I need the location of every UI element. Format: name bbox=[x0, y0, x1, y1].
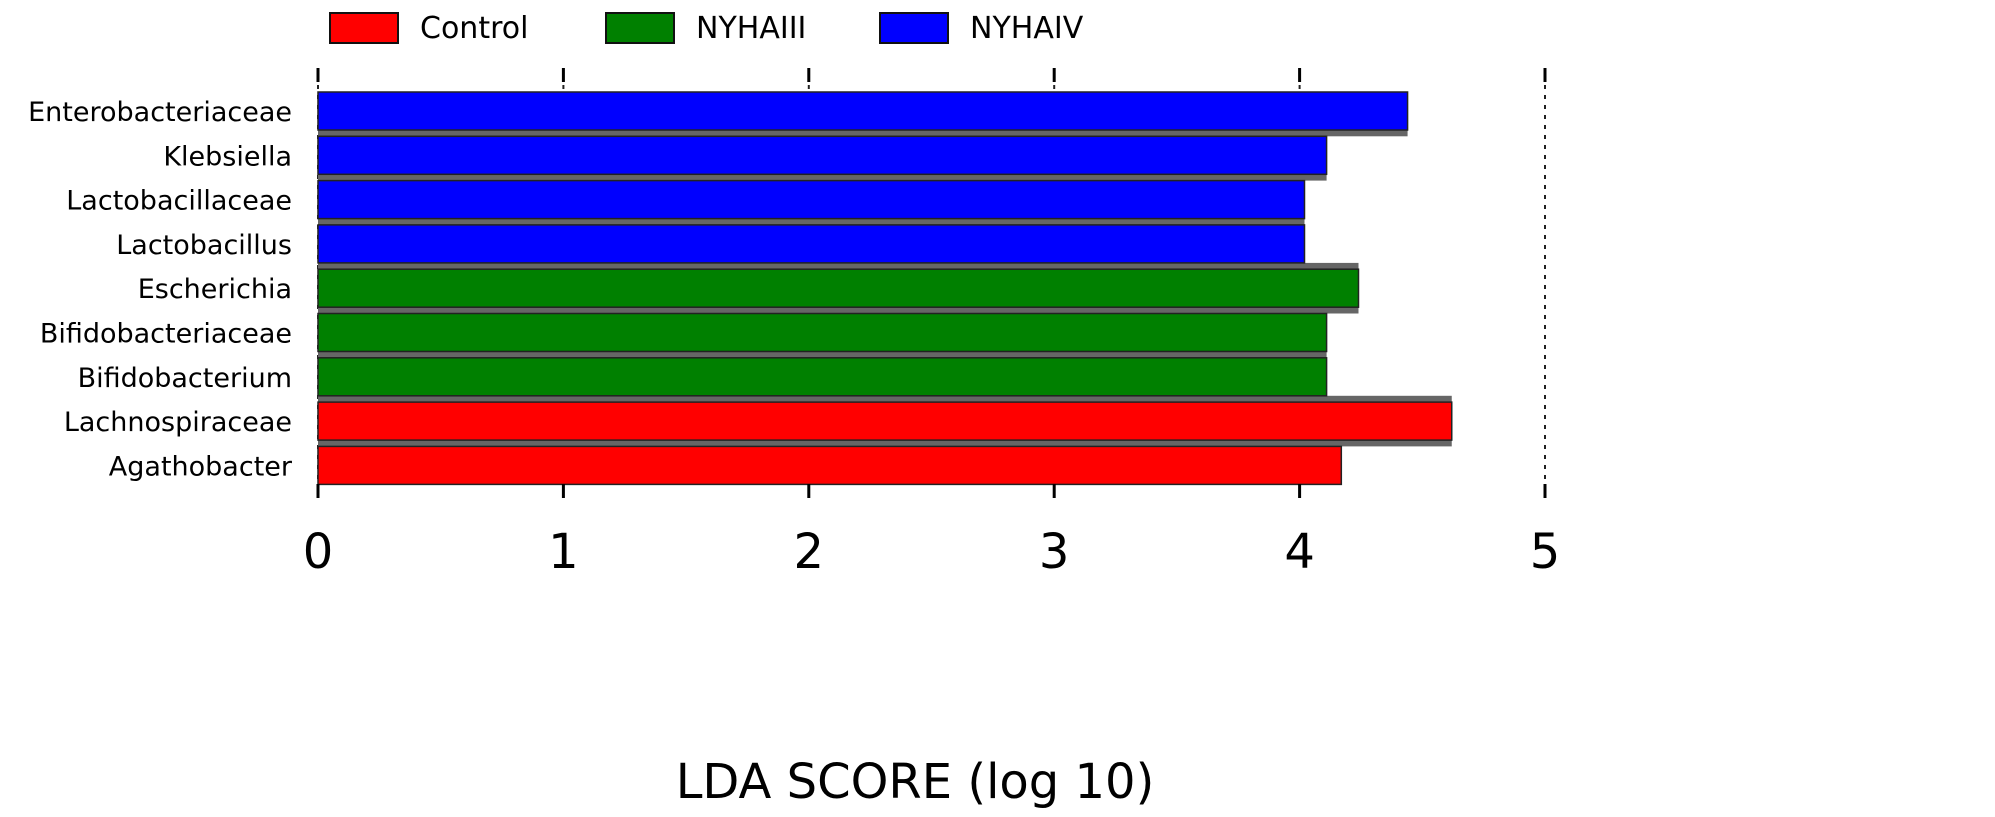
bar-separator bbox=[318, 262, 1359, 270]
bar-separator bbox=[318, 440, 1452, 447]
legend-swatch-nyhaiii bbox=[605, 12, 675, 44]
category-label: Agathobacter bbox=[109, 451, 293, 482]
tick-label-4: 4 bbox=[1284, 524, 1315, 580]
bar-separator bbox=[318, 218, 1305, 225]
legend: Control NYHAIII NYHAIV bbox=[329, 11, 1084, 46]
bar-lachnospiraceae bbox=[317, 401, 1453, 441]
category-label: Enterobacteriaceae bbox=[28, 97, 292, 128]
category-label: Klebsiella bbox=[163, 141, 292, 172]
bar-bifidobacteriaceae bbox=[317, 312, 1328, 353]
legend-label-nyhaiv: NYHAIV bbox=[970, 11, 1084, 46]
tick-label-3: 3 bbox=[1039, 524, 1070, 580]
category-label: Lachnospiraceae bbox=[64, 407, 292, 438]
tick-label-0: 0 bbox=[303, 524, 334, 580]
category-label: Lactobacillus bbox=[116, 230, 292, 261]
legend-label-control: Control bbox=[420, 11, 528, 46]
category-label: Escherichia bbox=[138, 274, 292, 305]
category-label: Bifidobacteriaceae bbox=[40, 319, 292, 350]
category-label: Lactobacillaceae bbox=[66, 186, 292, 217]
category-label: Bifidobacterium bbox=[78, 363, 292, 394]
legend-swatch-nyhaiv bbox=[879, 12, 949, 44]
bar-separator bbox=[318, 351, 1327, 358]
bar-lactobacillaceae bbox=[317, 179, 1306, 220]
bar-escherichia bbox=[317, 268, 1360, 308]
bar-klebsiella bbox=[317, 135, 1328, 176]
bar-agathobacter bbox=[317, 445, 1343, 486]
legend-label-nyhaiii: NYHAIII bbox=[696, 11, 806, 46]
bar-separator bbox=[318, 307, 1359, 314]
tick-label-2: 2 bbox=[794, 524, 825, 580]
bar-separator bbox=[318, 395, 1452, 403]
x-axis-title: LDA SCORE (log 10) bbox=[676, 754, 1155, 810]
bar-bifidobacterium bbox=[317, 357, 1328, 397]
x-axis: 0 1 2 3 4 5 bbox=[303, 68, 1561, 580]
bar-lactobacillus bbox=[317, 224, 1306, 264]
bar-separator bbox=[318, 174, 1327, 181]
category-labels: Enterobacteriaceae Klebsiella Lactobacilla… bbox=[28, 97, 293, 482]
bar-separator bbox=[318, 130, 1408, 137]
bars bbox=[317, 91, 1453, 486]
tick-label-1: 1 bbox=[548, 524, 579, 580]
bar-enterobacteriaceae bbox=[317, 91, 1409, 131]
tick-label-5: 5 bbox=[1530, 524, 1561, 580]
legend-swatch-control bbox=[329, 12, 399, 44]
